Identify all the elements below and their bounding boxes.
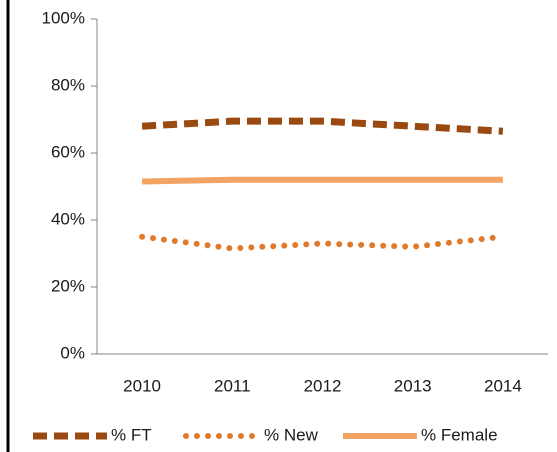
- legend-label: % Female: [421, 425, 498, 444]
- y-tick-label: 80%: [51, 75, 85, 94]
- y-tick-label: 20%: [51, 276, 85, 295]
- x-tick-label: 2012: [304, 376, 342, 395]
- x-tick-label: 2011: [214, 376, 251, 395]
- series-line: [142, 176, 503, 185]
- x-tick-label: 2010: [123, 376, 161, 395]
- legend-label: % FT: [111, 425, 152, 444]
- y-tick-label: 60%: [51, 142, 85, 161]
- series-line: [141, 117, 504, 135]
- y-tick-label: 40%: [51, 209, 85, 228]
- y-tick-label: 0%: [60, 343, 85, 362]
- x-tick-label: 2014: [484, 376, 522, 395]
- x-tick-label: 2013: [394, 376, 432, 395]
- y-tick-label: 100%: [42, 8, 85, 27]
- legend-label: % New: [264, 425, 319, 444]
- series-line: [139, 233, 506, 252]
